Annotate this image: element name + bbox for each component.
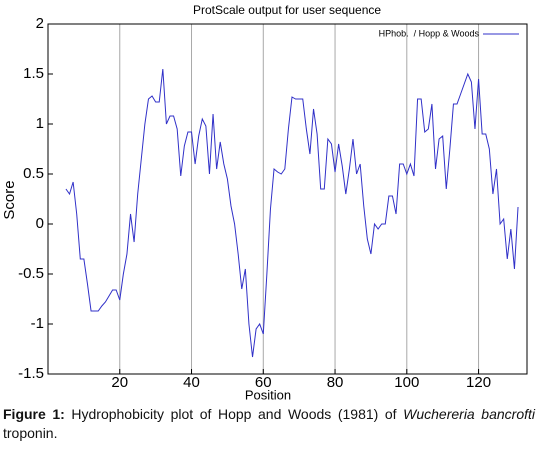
- caption-text: Hydrophobicity plot of Hopp and Woods (1…: [64, 406, 404, 422]
- y-tick-label: 0.5: [23, 165, 44, 182]
- y-tick-label: 0: [36, 215, 44, 232]
- caption-end: troponin.: [3, 425, 58, 441]
- x-tick-label: 100: [394, 374, 419, 391]
- caption: Figure 1: Hydrophobicity plot of Hopp an…: [3, 405, 535, 443]
- x-tick-label: 60: [255, 374, 272, 391]
- x-tick-label: 20: [111, 374, 128, 391]
- x-axis-label: Position: [245, 387, 291, 400]
- plot-frame: [47, 23, 528, 375]
- y-tick-label: 1.5: [23, 65, 44, 82]
- x-tick-label: 40: [183, 374, 200, 391]
- caption-species: Wuchereria bancrofti: [403, 406, 535, 422]
- y-axis-label: Score: [1, 180, 18, 219]
- y-tick-label: -0.5: [18, 265, 44, 282]
- x-tick-label: 120: [466, 374, 491, 391]
- caption-label: Figure 1:: [3, 406, 65, 422]
- chart-title: ProtScale output for user sequence: [193, 3, 381, 17]
- y-tick-label: 1: [36, 115, 44, 132]
- legend-label: HPhob. / Hopp & Woods: [379, 28, 480, 38]
- chart: ProtScale output for user sequence Posit…: [1, 3, 528, 400]
- y-tick-label: -1.5: [18, 365, 44, 382]
- y-tick-label: 2: [36, 15, 44, 32]
- data-line: [65, 68, 519, 358]
- x-tick-label: 80: [327, 374, 344, 391]
- y-tick-label: -1: [31, 315, 44, 332]
